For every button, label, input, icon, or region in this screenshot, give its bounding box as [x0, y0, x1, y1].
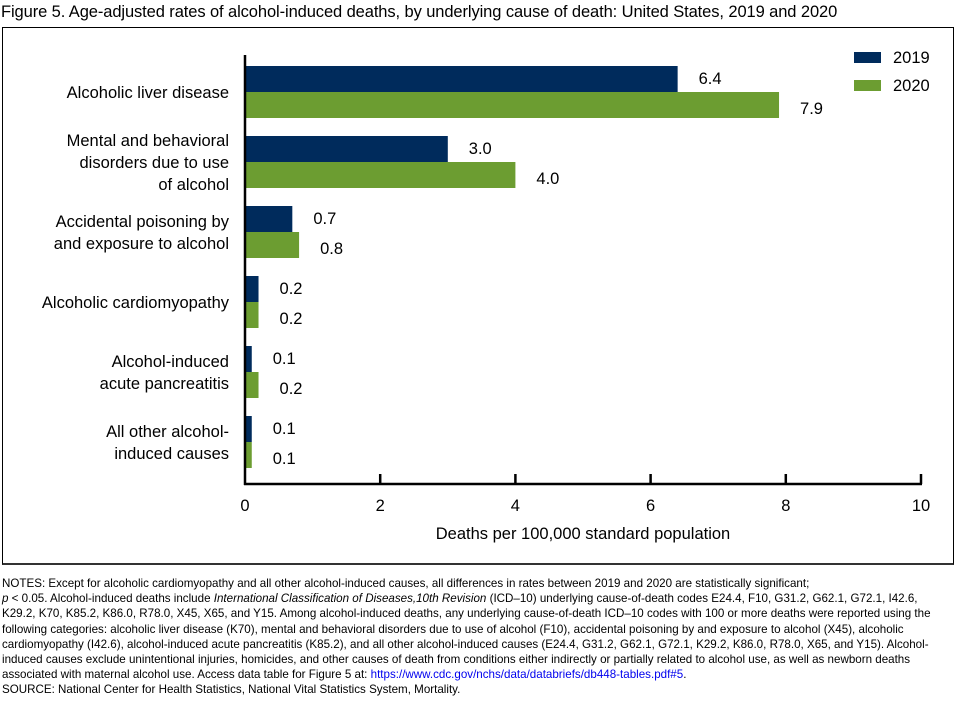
category-label: acute pancreatitis — [100, 375, 229, 393]
bar-2019 — [245, 206, 293, 232]
category-label: induced causes — [114, 445, 229, 463]
legend-label-2019: 2019 — [893, 49, 930, 67]
bar-chart: 6.4 7.9 3.0 4.0 0.7 0.8 0.2 0.2 0.1 0.2 0.1 0.1 Alc… — [42, 49, 930, 543]
figure-title: Figure 5. Age-adjusted rates of alcohol-… — [1, 3, 838, 21]
notes-section: NOTES: Except for alcoholic cardiomyopat… — [2, 576, 952, 698]
notes-prefix: NOTES: Except for alcoholic cardiomyopat… — [2, 577, 810, 590]
data-label-2019: 0.1 — [273, 350, 296, 368]
bar-2019 — [245, 136, 448, 162]
x-tick-label: 8 — [781, 497, 790, 515]
x-tick-label: 0 — [240, 497, 249, 515]
data-label-2020: 0.8 — [320, 240, 343, 258]
x-tick-label: 10 — [912, 497, 930, 515]
bar-2020 — [245, 302, 259, 328]
category-label: and exposure to alcohol — [54, 235, 229, 253]
legend-swatch-2020 — [854, 80, 881, 91]
category-label: Mental and behavioral — [67, 132, 229, 150]
category-label: of alcohol — [158, 176, 229, 194]
bar-2020 — [245, 442, 252, 468]
data-label-2019: 0.2 — [280, 280, 303, 298]
icd-title: International Classification of Diseases… — [213, 592, 487, 606]
bar-2020 — [245, 92, 780, 118]
data-table-link[interactable]: https://www.cdc.gov/nchs/data/databriefs… — [370, 668, 684, 682]
axes-layer: Alcoholic liver disease Mental and behavi… — [42, 55, 930, 543]
bar-2019 — [245, 346, 252, 372]
link-suffix: . — [683, 668, 687, 682]
data-label-2020: 0.2 — [280, 310, 303, 328]
bar-2019 — [245, 416, 252, 442]
data-label-2020: 4.0 — [536, 170, 559, 188]
data-label-2019: 0.1 — [273, 420, 296, 438]
x-tick-label: 6 — [646, 497, 655, 515]
bar-2019 — [245, 66, 678, 92]
data-label-2019: 0.7 — [313, 210, 336, 228]
category-label: Alcohol-induced — [112, 353, 229, 371]
legend-label-2020: 2020 — [893, 77, 930, 95]
chart-frame — [2, 27, 954, 565]
category-label: All other alcohol- — [106, 423, 229, 441]
data-label-2020: 0.1 — [273, 450, 296, 468]
data-label-2019: 3.0 — [469, 140, 492, 158]
category-label: Alcoholic cardiomyopathy — [42, 294, 230, 312]
legend-swatch-2019 — [854, 52, 881, 63]
x-axis-title: Deaths per 100,000 standard population — [436, 525, 730, 543]
bar-2020 — [245, 372, 259, 398]
category-label: Accidental poisoning by — [56, 213, 230, 231]
notes-text: NOTES: Except for alcoholic cardiomyopat… — [2, 576, 952, 682]
x-tick-label: 2 — [376, 497, 385, 515]
data-label-2020: 7.9 — [800, 100, 823, 118]
bar-2020 — [245, 232, 300, 258]
p-symbol: p — [2, 592, 9, 606]
category-label: Alcoholic liver disease — [67, 84, 229, 102]
bars-layer: 6.4 7.9 3.0 4.0 0.7 0.8 0.2 0.2 0.1 0.2 0.1 0.1 — [245, 66, 823, 468]
category-label: disorders due to use — [79, 154, 229, 172]
data-label-2019: 6.4 — [699, 70, 722, 88]
notes-body: (ICD–10) underlying cause-of-death codes… — [2, 592, 931, 682]
x-tick-label: 4 — [511, 497, 520, 515]
bar-2019 — [245, 276, 259, 302]
data-label-2020: 0.2 — [280, 380, 303, 398]
source-text: SOURCE: National Center for Health Stati… — [2, 683, 461, 697]
notes-p-text: < 0.05. Alcohol-induced deaths include — [8, 592, 214, 606]
bar-2020 — [245, 162, 516, 188]
legend: 2019 2020 — [854, 49, 930, 95]
